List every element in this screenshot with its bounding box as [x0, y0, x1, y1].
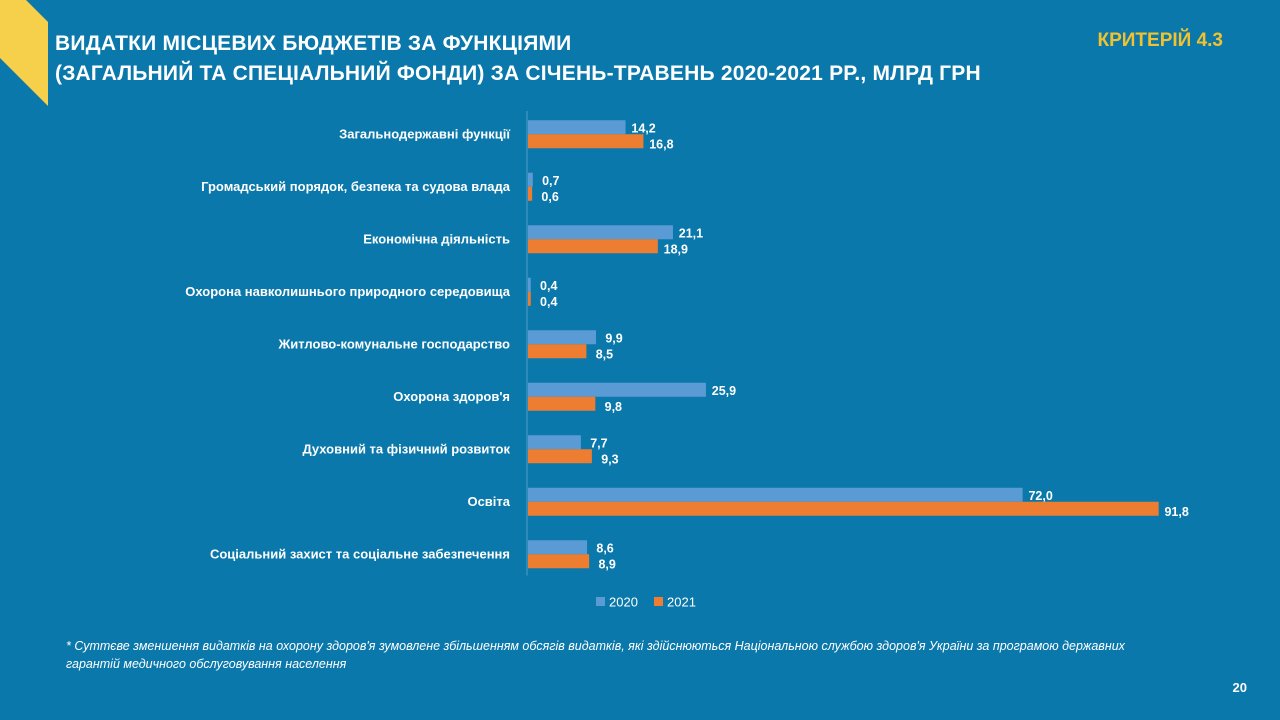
data-label-2020: 8,6 — [596, 541, 613, 555]
bar-2020 — [528, 435, 581, 450]
title-line-1: ВИДАТКИ МІСЦЕВИХ БЮДЖЕТІВ ЗА ФУНКЦІЯМИ — [55, 32, 572, 55]
bar-2020 — [528, 382, 706, 397]
data-label-2021: 9,3 — [601, 452, 618, 466]
bar-2020 — [528, 540, 588, 555]
page-title: ВИДАТКИ МІСЦЕВИХ БЮДЖЕТІВ ЗА ФУНКЦІЯМИ (… — [55, 29, 981, 89]
bar-2021 — [528, 344, 587, 359]
bar-2021 — [528, 134, 644, 149]
bar-2021 — [528, 186, 533, 201]
title-line-2: (ЗАГАЛЬНИЙ ТА СПЕЦІАЛЬНИЙ ФОНДИ) ЗА СІЧЕ… — [55, 62, 981, 85]
data-label-2021: 18,9 — [664, 242, 688, 256]
footnote: * Суттєве зменшення видатків на охорону … — [66, 639, 1125, 671]
category-label: Загальнодержавні функції — [339, 126, 510, 141]
data-label-2020: 25,9 — [712, 384, 736, 398]
category-label: Соціальний захист та соціальне забезпече… — [210, 546, 510, 561]
legend-label-2020: 2020 — [609, 595, 638, 610]
category-label: Економічна діяльність — [363, 231, 510, 246]
data-label-2020: 0,4 — [540, 279, 557, 293]
bar-2020 — [528, 277, 531, 292]
bar-2021 — [528, 449, 592, 464]
page-number: 20 — [1232, 680, 1247, 695]
criterion-label: КРИТЕРІЙ 4.3 — [1097, 30, 1223, 51]
corner-decoration — [0, 0, 48, 106]
legend-label-2021: 2021 — [667, 595, 696, 610]
bar-2020 — [528, 487, 1023, 502]
bar-2021 — [528, 501, 1159, 516]
data-label-2020: 14,2 — [631, 121, 655, 135]
data-label-2021: 8,5 — [596, 347, 613, 361]
bar-2021 — [528, 554, 590, 569]
data-label-2020: 0,7 — [542, 174, 559, 188]
data-label-2021: 91,8 — [1164, 505, 1188, 519]
category-label: Духовний та фізичний розвиток — [302, 441, 510, 456]
data-label-2021: 0,4 — [540, 295, 557, 309]
bar-2021 — [528, 239, 658, 254]
legend-swatch-2020 — [596, 597, 605, 606]
category-label: Охорона навколишнього природного середов… — [185, 284, 510, 299]
bar-2020 — [528, 225, 673, 240]
legend-swatch-2021 — [654, 597, 663, 606]
bar-2021 — [528, 291, 531, 306]
category-label: Освіта — [467, 494, 510, 509]
data-label-2020: 72,0 — [1028, 489, 1052, 503]
category-label: Громадський порядок, безпека та судова в… — [201, 179, 511, 194]
data-label-2020: 21,1 — [679, 226, 703, 240]
data-label-2020: 7,7 — [590, 436, 607, 450]
data-label-2020: 9,9 — [605, 331, 622, 345]
bar-2020 — [528, 172, 533, 187]
data-label-2021: 16,8 — [649, 137, 673, 151]
data-label-2021: 0,6 — [541, 190, 558, 204]
bar-2020 — [528, 120, 626, 135]
data-label-2021: 9,8 — [605, 400, 622, 414]
bar-2021 — [528, 396, 596, 411]
data-label-2021: 8,9 — [598, 557, 615, 571]
category-label: Житлово-комунальне господарство — [277, 336, 510, 351]
bar-2020 — [528, 330, 597, 345]
category-label: Охорона здоров'я — [393, 389, 510, 404]
